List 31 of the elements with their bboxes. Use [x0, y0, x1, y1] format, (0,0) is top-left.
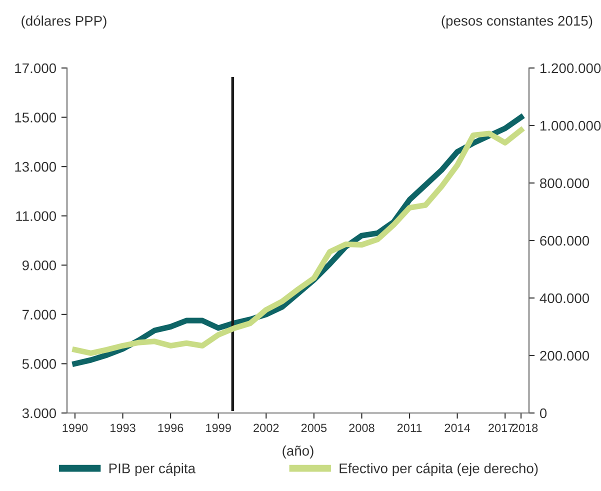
y2-tick-label: 1.000.000	[540, 120, 601, 131]
x-tick-label: 1990	[62, 424, 88, 432]
x-tick-label: 2008	[349, 424, 374, 432]
y-tick-label: 9.000	[22, 260, 56, 270]
legend-label: PIB per cápita	[109, 462, 196, 476]
x-tick-label: 1996	[158, 424, 184, 432]
y-axis-title: (dólares PPP)	[22, 15, 106, 29]
y-tick-label: 13.000	[15, 162, 56, 172]
y2-tick-label: 400.000	[540, 293, 590, 304]
y2-tick-label: 200.000	[540, 350, 590, 361]
y-tick-label: 3.000	[22, 408, 56, 418]
y2-axis-title: (pesos constantes 2015)	[442, 16, 592, 28]
y2-tick-label: 0	[540, 408, 547, 418]
y-tick-label: 7.000	[22, 310, 56, 320]
y-tick-label: 17.000	[15, 63, 56, 74]
x-tick-label: 2002	[254, 424, 279, 432]
x-tick-label: 1999	[206, 424, 231, 432]
x-tick-label: 2011	[397, 424, 422, 432]
y-tick-label: 11.000	[16, 211, 56, 222]
y2-tick-label: 800.000	[540, 178, 590, 188]
x-tick-label: 2005	[301, 424, 327, 432]
y2-tick-label: 1.200.000	[540, 63, 601, 74]
x-tick-label: 1993	[110, 424, 136, 432]
legend-label: Efectivo per cápita (eje derecho)	[340, 462, 538, 476]
x-tick-label: 2014	[444, 424, 470, 432]
x-axis-title: (año)	[282, 446, 314, 458]
x-tick-label: 2017	[488, 424, 514, 432]
y-tick-label: 15.000	[15, 112, 56, 122]
x-tick-label: 2018	[512, 424, 538, 432]
y2-tick-label: 600.000	[540, 236, 590, 246]
y-tick-label: 5.000	[22, 359, 56, 369]
